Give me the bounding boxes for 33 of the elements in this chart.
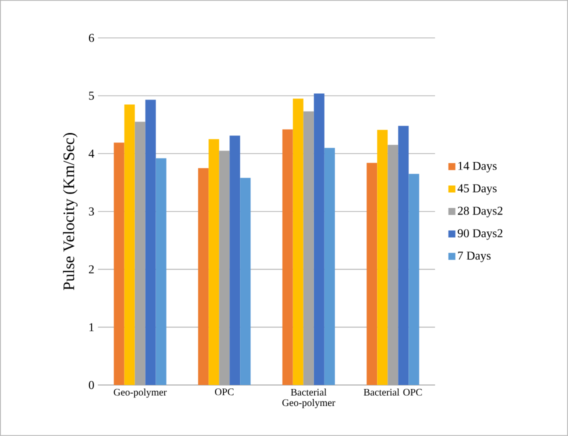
bar	[408, 174, 420, 386]
x-tick-label: Geo-polymer	[114, 388, 167, 398]
y-tick-label: 4	[88, 150, 94, 158]
legend-label: 7 Days	[458, 252, 491, 262]
bar	[156, 158, 166, 386]
legend-label: 90 Days2	[458, 229, 502, 240]
legend-label: 28 Days2	[458, 206, 502, 218]
bar	[324, 148, 335, 386]
y-tick-label: 6	[88, 34, 94, 42]
bar	[124, 104, 135, 386]
bar	[292, 98, 304, 386]
x-tick-label: Bacterial OPC	[364, 388, 422, 396]
bar	[366, 162, 378, 386]
x-tick-label: Bacterial Geo-polymer	[282, 388, 336, 408]
bar	[398, 126, 409, 386]
y-tick-label: 2	[88, 265, 94, 274]
legend-label: 14 Days	[458, 162, 497, 172]
y-tick-label: 5	[89, 92, 94, 100]
bar	[145, 100, 156, 386]
legend-label: 45 Days	[458, 184, 497, 195]
x-tick-label: OPC	[215, 388, 234, 396]
bar	[230, 136, 240, 386]
bar	[208, 139, 220, 386]
bar	[377, 130, 388, 386]
bar	[240, 178, 251, 386]
y-tick-label: 3	[88, 207, 94, 216]
y-axis-title: Pulse Velocity (Km/Sec)	[62, 133, 78, 290]
bar	[314, 93, 324, 386]
bar	[198, 168, 209, 386]
y-tick-label: 1	[89, 323, 94, 332]
bar	[282, 129, 293, 386]
bar	[114, 142, 124, 386]
y-tick-label: 0	[88, 381, 94, 390]
